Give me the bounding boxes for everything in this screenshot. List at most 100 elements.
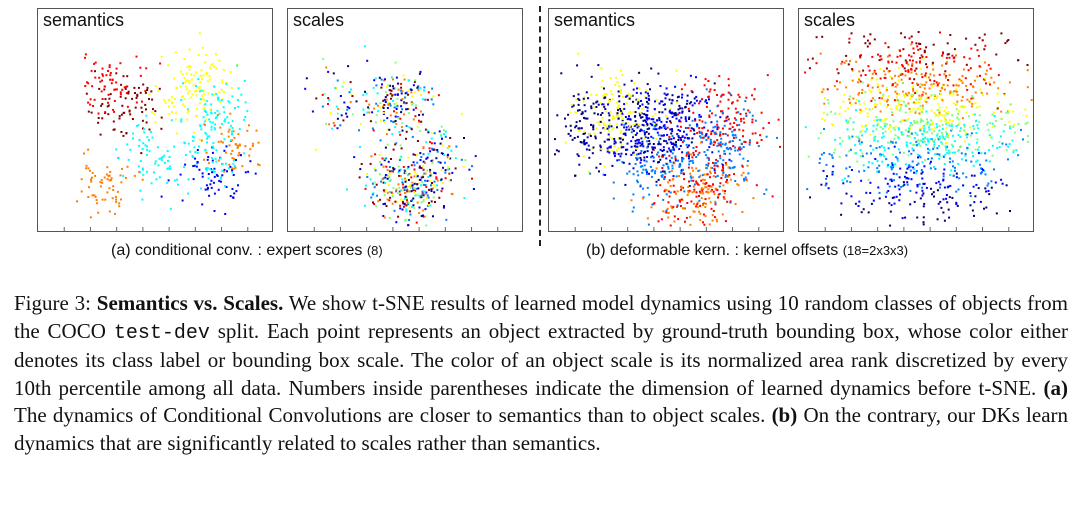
scatter-point	[637, 174, 640, 177]
scatter-point	[742, 117, 745, 120]
scatter-point	[926, 118, 928, 121]
scatter-point	[965, 133, 968, 136]
scatter-point	[235, 190, 238, 193]
scatter-point	[916, 153, 919, 156]
scatter-point	[163, 154, 166, 157]
scatter-point	[611, 98, 614, 101]
scatter-point	[858, 92, 861, 94]
scatter-point	[699, 204, 702, 207]
scatter-point	[588, 132, 591, 135]
scatter-point	[714, 175, 717, 178]
scatter-point	[692, 185, 695, 188]
scatter-point	[645, 171, 648, 173]
scatter-point	[665, 209, 668, 212]
scatter-point	[668, 195, 671, 198]
scatter-point	[917, 101, 920, 103]
scatter-point	[689, 216, 692, 219]
scatter-point	[341, 85, 344, 88]
scatter-point	[207, 156, 210, 158]
scatter-point	[716, 123, 719, 126]
scatter-point	[384, 146, 387, 149]
scatter-point	[907, 154, 910, 157]
scatter-point	[658, 111, 661, 114]
scatter-point	[831, 123, 834, 126]
scatter-point	[151, 136, 154, 139]
scatter-point	[897, 148, 900, 151]
scatter-point	[946, 145, 949, 148]
scatter-point	[635, 157, 638, 159]
scatter-point	[398, 169, 401, 172]
scatter-point	[201, 89, 204, 92]
scatter-point	[132, 132, 135, 135]
scatter-point	[632, 129, 635, 132]
scatter-point	[716, 128, 719, 131]
scatter-point	[231, 149, 234, 152]
scatter-point	[823, 102, 826, 105]
scatter-point	[727, 175, 730, 178]
scatter-point	[925, 96, 928, 99]
scatter-point	[903, 119, 906, 122]
scatter-point	[366, 59, 369, 62]
scatter-point	[915, 140, 918, 143]
scatter-point	[930, 138, 933, 141]
scatter-point	[439, 142, 442, 145]
scatter-point	[826, 88, 829, 91]
scatter-point	[695, 146, 698, 148]
scatter-point	[109, 78, 112, 81]
scatter-point	[404, 187, 407, 190]
scatter-point	[976, 138, 979, 141]
scatter-point	[173, 77, 176, 80]
scatter-point	[416, 201, 419, 204]
scatter-point	[674, 85, 677, 88]
scatter-point	[590, 93, 593, 96]
scatter-point	[900, 131, 903, 134]
scatter-point	[232, 174, 235, 176]
scatter-point	[721, 111, 724, 114]
scatter-point	[668, 135, 671, 138]
scatter-point	[570, 129, 572, 132]
scatter-point	[94, 70, 96, 73]
scatter-point	[627, 117, 630, 120]
scatter-point	[104, 111, 107, 114]
scatter-point	[215, 67, 218, 70]
scatter-point	[385, 85, 388, 88]
scatter-point	[936, 137, 939, 140]
scatter-point	[692, 176, 695, 179]
scatter-point	[889, 224, 892, 227]
scatter-point	[444, 177, 447, 180]
scatter-point	[948, 119, 951, 122]
scatter-point	[908, 77, 911, 80]
scatter-point	[845, 59, 848, 62]
scatter-point	[207, 177, 210, 180]
scatter-point	[705, 105, 708, 108]
scatter-point	[904, 175, 906, 178]
scatter-point	[135, 55, 138, 58]
scatter-point	[727, 78, 730, 81]
scatter-point	[399, 144, 402, 147]
scatter-point	[643, 131, 646, 134]
scatter-point	[214, 85, 217, 88]
scatter-point	[645, 169, 648, 172]
scatter-point	[112, 108, 115, 111]
scatter-point	[142, 142, 145, 145]
scatter-point	[700, 131, 703, 134]
scatter-point	[97, 117, 100, 119]
scatter-point	[695, 76, 697, 79]
scatter-point	[859, 80, 862, 83]
scatter-point	[665, 94, 668, 97]
scatter-point	[106, 191, 109, 194]
scatter-point	[855, 109, 857, 112]
scatter-point	[905, 92, 908, 95]
scatter-point	[889, 75, 892, 78]
scatter-point	[978, 121, 981, 124]
scatter-point	[734, 134, 737, 137]
scatter-point	[664, 103, 666, 106]
scatter-point	[127, 92, 130, 95]
scatter-point	[747, 172, 750, 175]
scatter-point	[942, 135, 945, 138]
scatter-point	[416, 194, 419, 197]
scatter-point	[385, 189, 387, 191]
scatter-point	[936, 218, 939, 221]
scatter-point	[400, 155, 403, 158]
scatter-point	[204, 61, 207, 64]
